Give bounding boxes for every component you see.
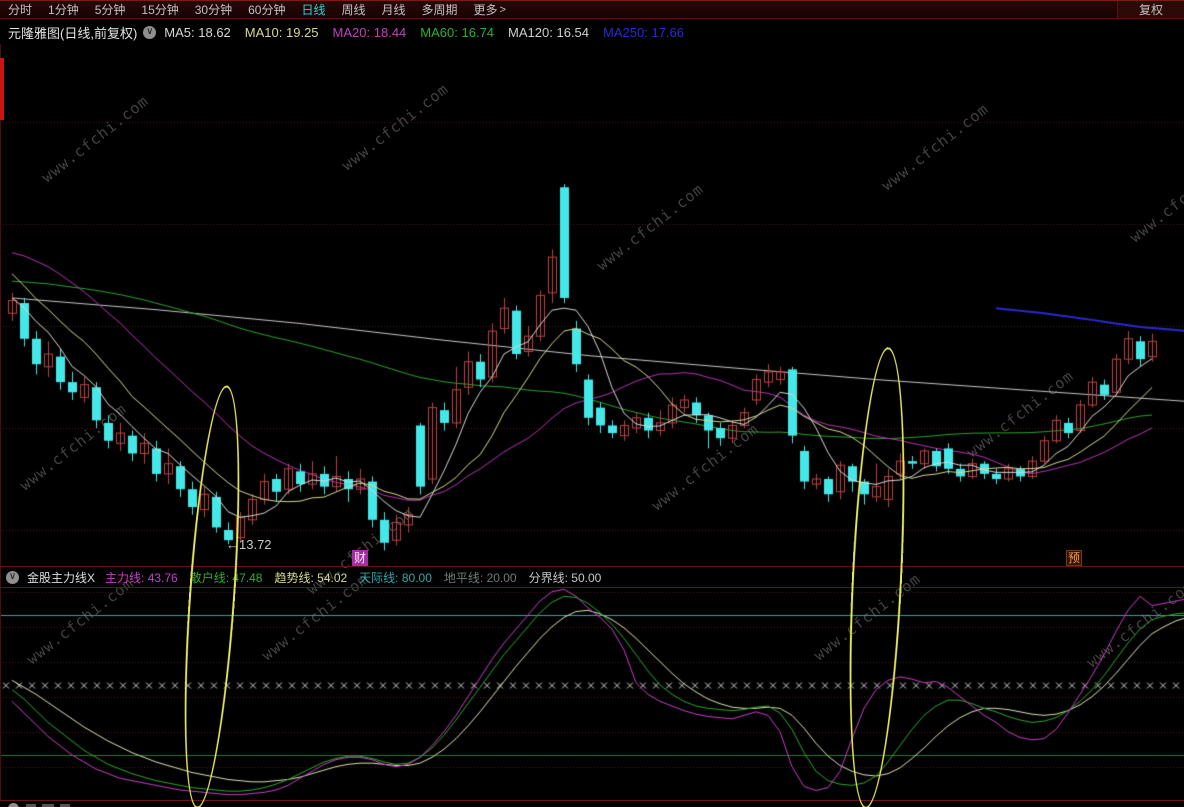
- collapse-main-chart-icon[interactable]: ∨: [143, 25, 157, 39]
- adjust-mode-label: 复权: [1138, 3, 1163, 17]
- ma5-readout: MA5: 18.62: [164, 24, 231, 40]
- low-price-annotation: ←13.72: [226, 537, 272, 552]
- left-edge-marker: [0, 58, 4, 120]
- tab-30min[interactable]: 30分钟: [194, 3, 233, 17]
- collapse-next-panel-icon: [8, 803, 19, 807]
- tab-15min[interactable]: 15分钟: [141, 3, 179, 17]
- period-toolbar: 分时 1分钟 5分钟 15分钟 30分钟 60分钟 日线 周线 月线 多周期 更…: [0, 0, 1184, 19]
- tab-daily[interactable]: 日线: [301, 3, 326, 17]
- collapse-indicator-icon[interactable]: ∨: [6, 570, 19, 584]
- financial-report-badge[interactable]: 财: [352, 550, 368, 566]
- ma10-readout: MA10: 19.25: [244, 24, 319, 40]
- ma120-readout: MA120: 16.54: [508, 24, 590, 40]
- tab-weekly[interactable]: 周线: [341, 3, 366, 17]
- boundary-line-readout: 分界线: 50.00: [528, 570, 602, 585]
- tab-5min[interactable]: 5分钟: [94, 3, 126, 17]
- ma20-readout: MA20: 18.44: [332, 24, 407, 40]
- tab-60min[interactable]: 60分钟: [248, 3, 286, 17]
- sky-line-readout: 天际线: 80.00: [359, 570, 432, 585]
- main-force-line-readout: 主力线: 43.76: [105, 570, 178, 585]
- ma60-readout: MA60: 16.74: [420, 24, 495, 40]
- tab-1min[interactable]: 1分钟: [48, 3, 79, 17]
- instrument-title: 元隆雅图(日线,前复权): [8, 25, 138, 41]
- adjust-mode-button[interactable]: 复权: [1116, 1, 1184, 18]
- tab-more[interactable]: 更多: [473, 3, 498, 17]
- retail-line-readout: 散户线: 47.48: [189, 570, 263, 585]
- instrument-info-bar: 元隆雅图(日线,前复权) ∨ MA5: 18.62 MA10: 19.25 MA…: [0, 20, 1184, 44]
- more-arrow-icon: >: [499, 3, 506, 16]
- tab-monthly[interactable]: 月线: [381, 3, 406, 17]
- tab-fenshi[interactable]: 分时: [8, 3, 33, 17]
- indicator-header: ∨ 金股主力线X 主力线: 43.76 散户线: 47.48 趋势线: 54.0…: [0, 566, 1184, 588]
- forecast-badge[interactable]: 预: [1066, 550, 1082, 566]
- chart-left-border: [0, 44, 1, 800]
- indicator-name[interactable]: 金股主力线X: [27, 570, 96, 585]
- ground-line-readout: 地平线: 20.00: [443, 570, 517, 585]
- next-panel-strip: [0, 800, 1184, 807]
- trend-line-readout: 趋势线: 54.02: [274, 570, 348, 585]
- tab-multi-period[interactable]: 多周期: [421, 3, 458, 17]
- ma250-readout: MA250: 17.66: [603, 24, 685, 40]
